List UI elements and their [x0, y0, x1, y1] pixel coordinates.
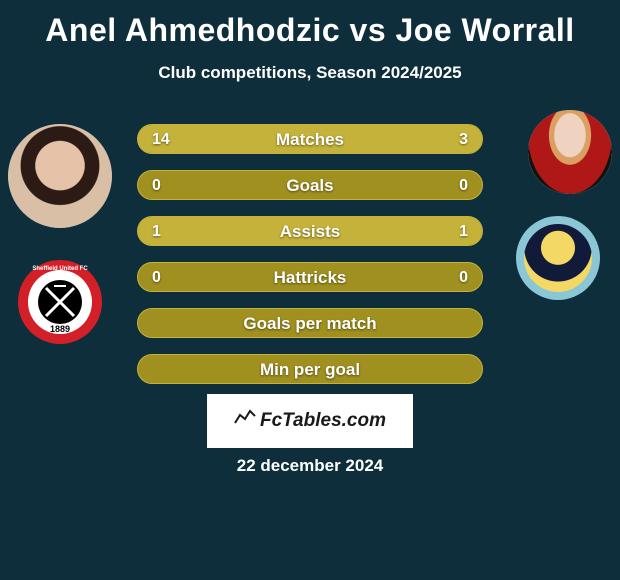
subtitle: Club competitions, Season 2024/2025	[0, 63, 620, 83]
player-face-right	[528, 110, 612, 194]
stat-bar-label: Assists	[138, 217, 482, 245]
swords-icon	[38, 280, 82, 324]
club-badge-left-name: Sheffield United FC	[18, 266, 102, 272]
stat-bar: Assists1 1	[137, 216, 483, 246]
stat-bar-value-left: 0	[152, 263, 161, 291]
club-badge-left-core	[38, 280, 82, 324]
stat-bar-value-right: 3	[459, 125, 468, 153]
stat-bar-value-right: 1	[459, 217, 468, 245]
branding-text: FcTables.com	[260, 410, 386, 431]
club-badge-right-inner	[524, 224, 592, 292]
stat-bar: Goals0 0	[137, 170, 483, 200]
date-line: 22 december 2024	[0, 456, 620, 476]
stat-bar-label: Min per goal	[138, 355, 482, 383]
branding-box: FcTables.com	[207, 394, 413, 448]
club-badge-left: Sheffield United FC 1889	[18, 260, 102, 344]
branding-icon	[234, 393, 256, 447]
stat-bar-value-left: 1	[152, 217, 161, 245]
stat-bar: Hattricks0 0	[137, 262, 483, 292]
stats-bars: Matches143Goals00Assists11Hattricks00Goa…	[137, 124, 483, 400]
stat-bar-label: Goals	[138, 171, 482, 199]
player-photo-right	[528, 110, 612, 194]
club-badge-right	[516, 216, 600, 300]
stat-bar-value-right: 0	[459, 263, 468, 291]
stat-bar-label: Hattricks	[138, 263, 482, 291]
stat-bar: Min per goal	[137, 354, 483, 384]
club-badge-left-year: 1889	[18, 324, 102, 334]
stat-bar: Matches14 3	[137, 124, 483, 154]
stat-bar-label: Matches	[138, 125, 482, 153]
stat-bar-value-left: 0	[152, 171, 161, 199]
stat-bar: Goals per match	[137, 308, 483, 338]
stat-bar-label: Goals per match	[138, 309, 482, 337]
stat-bar-value-left: 14	[152, 125, 170, 153]
player-photo-left	[8, 124, 112, 228]
page-title: Anel Ahmedhodzic vs Joe Worrall	[0, 0, 620, 49]
player-face-left	[8, 124, 112, 228]
stat-bar-value-right: 0	[459, 171, 468, 199]
